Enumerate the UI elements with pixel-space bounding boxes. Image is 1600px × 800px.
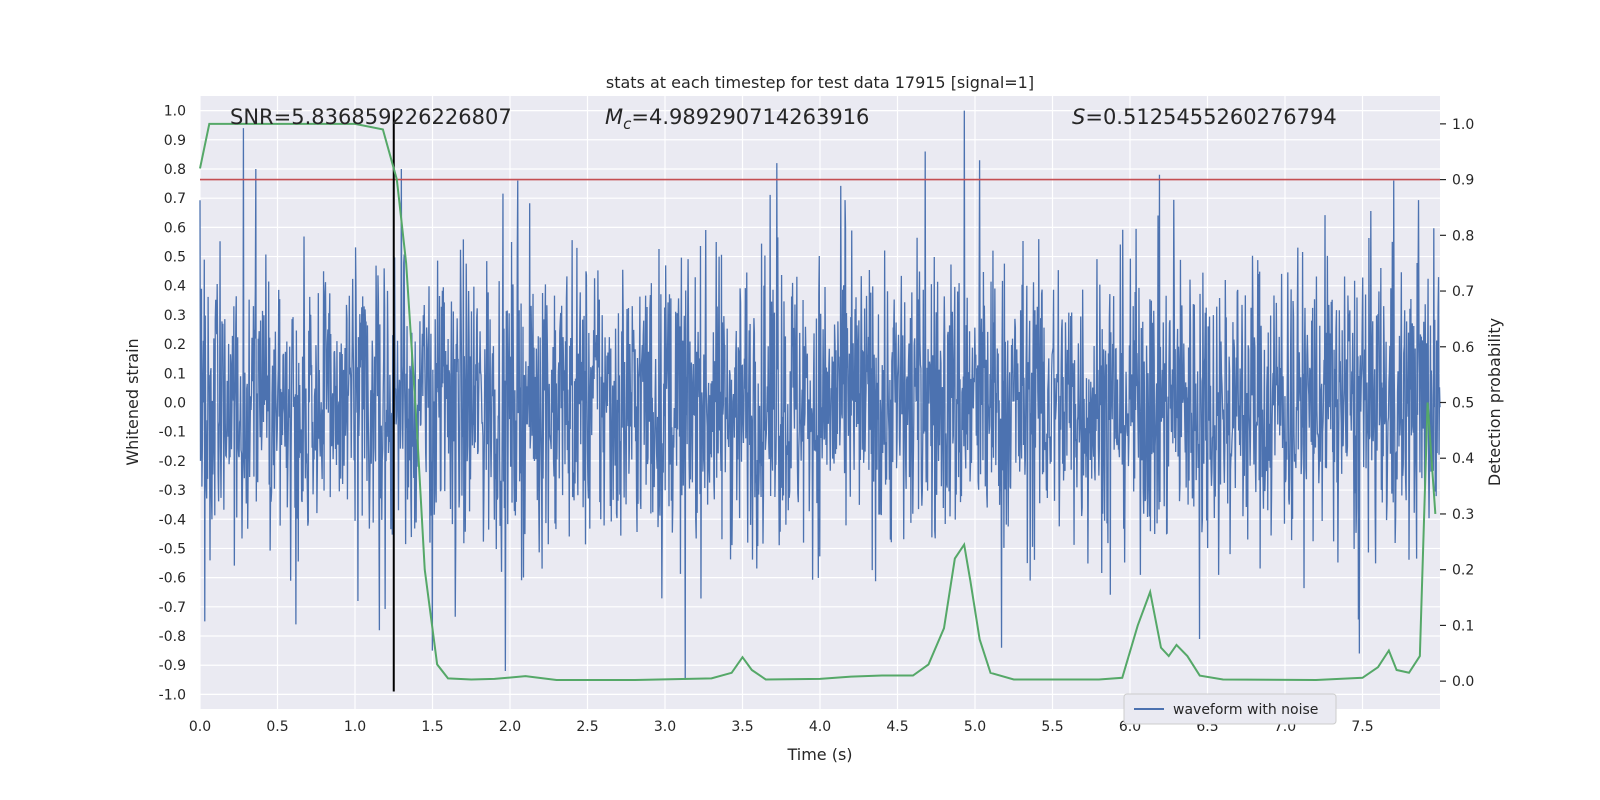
x-tick-label: 4.5	[886, 719, 908, 735]
score-annotation: S=0.5125455260276794	[1072, 105, 1337, 129]
chart-title: stats at each timestep for test data 179…	[606, 73, 1034, 92]
x-axis-label: Time (s)	[786, 745, 852, 764]
y-tick-label: 0.7	[164, 191, 186, 207]
y2-tick-label: 0.6	[1452, 340, 1474, 356]
x-tick-label: 1.5	[421, 719, 443, 735]
y2-tick-label: 0.7	[1452, 284, 1474, 300]
snr-annotation: SNR=5.836859226226807	[230, 105, 512, 129]
y-tick-label: 0.4	[164, 279, 186, 295]
y-tick-label: -0.5	[159, 541, 186, 557]
y-tick-label: 0.2	[164, 337, 186, 353]
chirp-mass-annotation: Mc=4.989290714263916	[605, 105, 869, 133]
chirp-mass-value: =4.989290714263916	[631, 105, 869, 129]
y2-tick-label: 0.5	[1452, 396, 1474, 412]
x-tick-label: 7.5	[1351, 719, 1373, 735]
y-tick-label: 0.6	[164, 220, 186, 236]
y2-tick-label: 0.3	[1452, 507, 1474, 523]
y-tick-label: -0.3	[159, 483, 186, 499]
y2-tick-label: 1.0	[1452, 117, 1474, 133]
x-tick-label: 1.0	[344, 719, 366, 735]
legend: waveform with noise	[1123, 693, 1337, 725]
y2-tick-labels: 1.0 0.9 0.8 0.7 0.6 0.5 0.4 0.3 0.2 0.1 0.0	[1440, 117, 1474, 690]
chirp-mass-symbol: M	[605, 105, 623, 129]
y2-tick-label: 0.1	[1452, 618, 1474, 634]
y2-axis-label: Detection probability	[1485, 318, 1504, 486]
y-tick-label: -0.9	[159, 658, 186, 674]
y-tick-label: -0.4	[159, 512, 186, 528]
x-tick-label: 3.5	[731, 719, 753, 735]
y-tick-label: 0.3	[164, 308, 186, 324]
probability-series-line	[199, 122, 1437, 682]
y-tick-label: 0.0	[164, 396, 186, 412]
legend-box	[1123, 693, 1337, 725]
x-tick-label: 5.5	[1041, 719, 1063, 735]
y2-tick-label: 0.2	[1452, 563, 1474, 579]
y-tick-label: -0.2	[159, 454, 186, 470]
y2-tick-label: 0.8	[1452, 228, 1474, 244]
x-tick-label: 2.5	[576, 719, 598, 735]
y2-tick-label: 0.9	[1452, 173, 1474, 189]
y-tick-label: -0.6	[159, 571, 186, 587]
x-tick-labels: 0.0 0.5 1.0 1.5 2.0 2.5 3.0 3.5 4.0 4.5 5.0 5.5 6.0 6…	[189, 719, 1374, 735]
y-tick-label: 0.8	[164, 162, 186, 178]
y-axis-label: Whitened strain	[123, 338, 142, 465]
waveform-series	[199, 110, 1441, 680]
score-value: =0.5125455260276794	[1085, 105, 1336, 129]
y-tick-labels: 1.0 0.9 0.8 0.7 0.6 0.5 0.4 0.3 0.2 0.1 0.0 -0.1 -0.…	[159, 104, 186, 704]
y-tick-label: 0.9	[164, 133, 186, 149]
y2-tick-label: 0.0	[1452, 674, 1474, 690]
waveform-line	[199, 110, 1441, 680]
x-tick-label: 5.0	[964, 719, 986, 735]
y-tick-label: -1.0	[159, 687, 186, 703]
score-symbol: S	[1072, 105, 1085, 129]
x-tick-label: 3.0	[654, 719, 676, 735]
y-tick-label: -0.1	[159, 425, 186, 441]
x-tick-label: 0.0	[189, 719, 211, 735]
x-tick-label: 4.0	[809, 719, 831, 735]
x-tick-label: 0.5	[266, 719, 288, 735]
y-tick-label: 1.0	[164, 104, 186, 120]
x-tick-label: 2.0	[499, 719, 521, 735]
chirp-mass-subscript: c	[623, 115, 632, 133]
legend-label-waveform: waveform with noise	[1173, 702, 1318, 718]
y2-tick-label: 0.4	[1452, 451, 1474, 467]
y-tick-label: 0.5	[164, 250, 186, 266]
y-tick-label: -0.7	[159, 600, 186, 616]
y-tick-label: 0.1	[164, 366, 186, 382]
y-tick-label: -0.8	[159, 629, 186, 645]
